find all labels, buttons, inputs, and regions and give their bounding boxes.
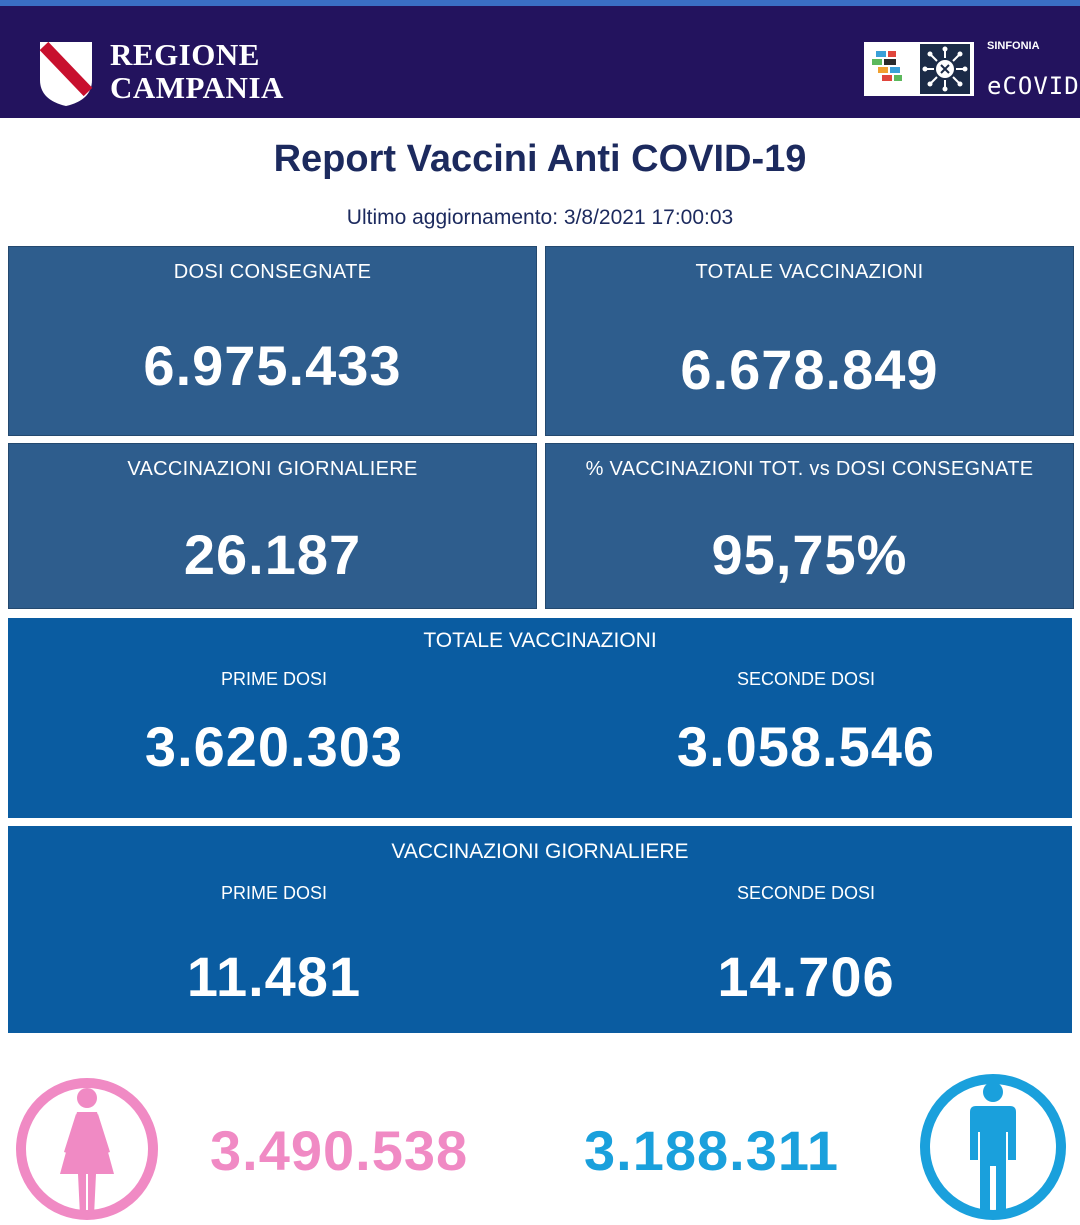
ecovid-logo-box (864, 42, 974, 96)
page-title: Report Vaccini Anti COVID-19 (273, 138, 807, 180)
ecovid-label: eCOVID (987, 72, 1080, 100)
male-icon (920, 1074, 1066, 1220)
card-label: % VACCINAZIONI TOT. vs DOSI CONSEGNATE (585, 458, 1034, 480)
seconde-dosi-value: 14.706 (717, 945, 895, 1008)
regione-campania-emblem-icon (39, 41, 93, 106)
female-vaccinations-value: 3.490.538 (210, 1119, 469, 1182)
last-update-text: Ultimo aggiornamento: 3/8/2021 17:00:03 (346, 206, 734, 229)
panel-totale-vaccinazioni: TOTALE VACCINAZIONI PRIME DOSI SECONDE D… (8, 618, 1072, 818)
card-vaccinazioni-giornaliere: VACCINAZIONI GIORNALIERE 26.187 (8, 443, 537, 609)
seconde-dosi-label: SECONDE DOSI (736, 669, 876, 689)
card-dosi-consegnate: DOSI CONSEGNATE 6.975.433 (8, 246, 537, 436)
prime-dosi-label: PRIME DOSI (220, 883, 327, 903)
seconde-dosi-label: SECONDE DOSI (736, 883, 876, 903)
male-vaccinations-value: 3.188.311 (584, 1119, 840, 1182)
pixel-blocks-icon (872, 51, 902, 81)
sinfonia-ecovid-logo: SINFONIA eCOVID (864, 30, 1079, 102)
regione-campania-logo: REGIONE CAMPANIA (38, 38, 298, 114)
panel-title: TOTALE VACCINAZIONI (423, 629, 657, 652)
virus-icon (920, 44, 970, 94)
region-line-2: CAMPANIA (110, 70, 284, 105)
card-value: 26.187 (183, 523, 362, 586)
panel-title: VACCINAZIONI GIORNALIERE (391, 840, 689, 863)
panel-vaccinazioni-giornaliere: VACCINAZIONI GIORNALIERE PRIME DOSI SECO… (8, 826, 1072, 1033)
card-label: VACCINAZIONI GIORNALIERE (127, 458, 418, 480)
regione-campania-wordmark: REGIONE CAMPANIA (110, 38, 284, 104)
prime-dosi-label: PRIME DOSI (220, 669, 327, 689)
card-value: 95,75% (711, 523, 908, 586)
sinfonia-label: SINFONIA (987, 40, 1040, 52)
prime-dosi-value: 11.481 (186, 945, 362, 1008)
card-percentuale: % VACCINAZIONI TOT. vs DOSI CONSEGNATE 9… (545, 443, 1074, 609)
seconde-dosi-value: 3.058.546 (676, 715, 936, 778)
prime-dosi-value: 3.620.303 (144, 715, 404, 778)
card-value: 6.975.433 (143, 334, 402, 397)
region-line-1: REGIONE (110, 37, 260, 72)
header-bar: REGIONE CAMPANIA (0, 0, 1080, 118)
card-label: TOTALE VACCINAZIONI (695, 261, 924, 283)
female-icon (16, 1078, 158, 1220)
card-totale-vaccinazioni: TOTALE VACCINAZIONI 6.678.849 (545, 246, 1074, 436)
card-value: 6.678.849 (680, 338, 939, 401)
card-label: DOSI CONSEGNATE (173, 261, 372, 283)
